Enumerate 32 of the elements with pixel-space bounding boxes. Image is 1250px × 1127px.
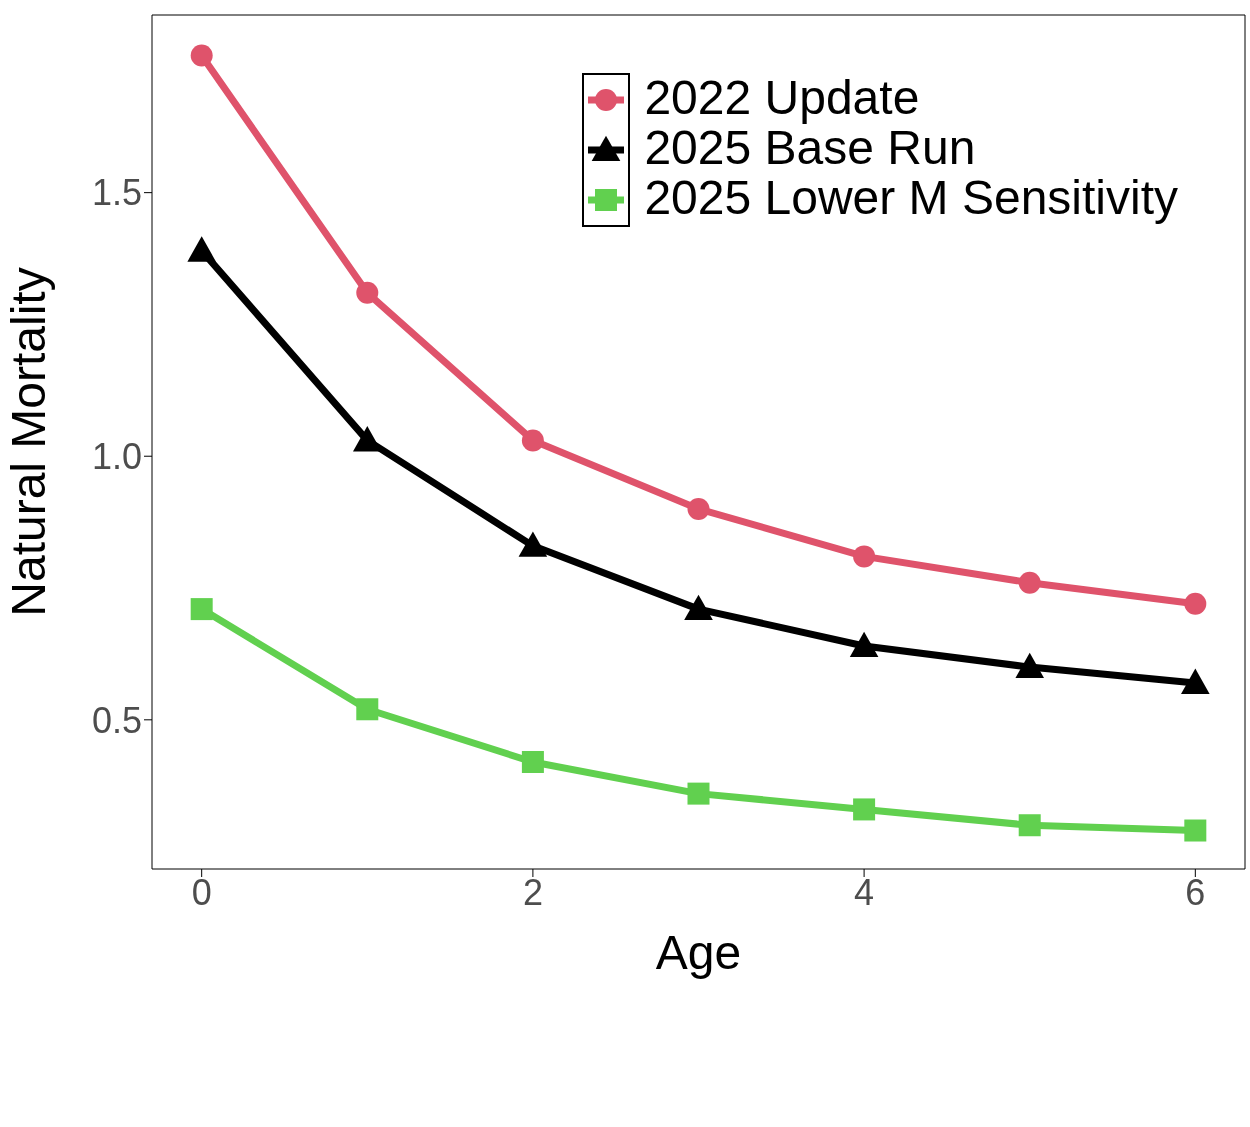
y-tick-label: 1.5 [91, 172, 142, 214]
point [521, 750, 544, 773]
x-tick-label: 4 [854, 871, 875, 913]
point [521, 429, 544, 452]
point [687, 497, 710, 520]
point [190, 44, 213, 67]
y-tick-label: 1.0 [91, 436, 142, 478]
x-axis-title: Age [655, 926, 742, 979]
point [684, 594, 713, 621]
point [687, 782, 710, 805]
legend-label: 2025 Lower M Sensitivity [644, 171, 1178, 224]
x-tick-label: 2 [522, 871, 543, 913]
point [1184, 819, 1207, 842]
point [853, 545, 876, 568]
legend-label: 2022 Update [644, 71, 921, 124]
x-tick-label: 6 [1185, 871, 1206, 913]
point [518, 531, 548, 557]
point [356, 698, 379, 721]
point [1015, 652, 1045, 679]
point [1184, 592, 1207, 615]
point [190, 598, 213, 621]
point [187, 236, 216, 262]
point [356, 281, 379, 304]
point [1018, 814, 1041, 837]
point [1181, 668, 1210, 694]
point [849, 631, 879, 658]
point [853, 798, 876, 821]
point [1018, 571, 1041, 594]
x-tick-label: 0 [191, 871, 212, 913]
y-axis-title: Natural Mortality [2, 267, 56, 617]
point [352, 426, 382, 452]
y-tick-label: 0.5 [91, 699, 142, 741]
